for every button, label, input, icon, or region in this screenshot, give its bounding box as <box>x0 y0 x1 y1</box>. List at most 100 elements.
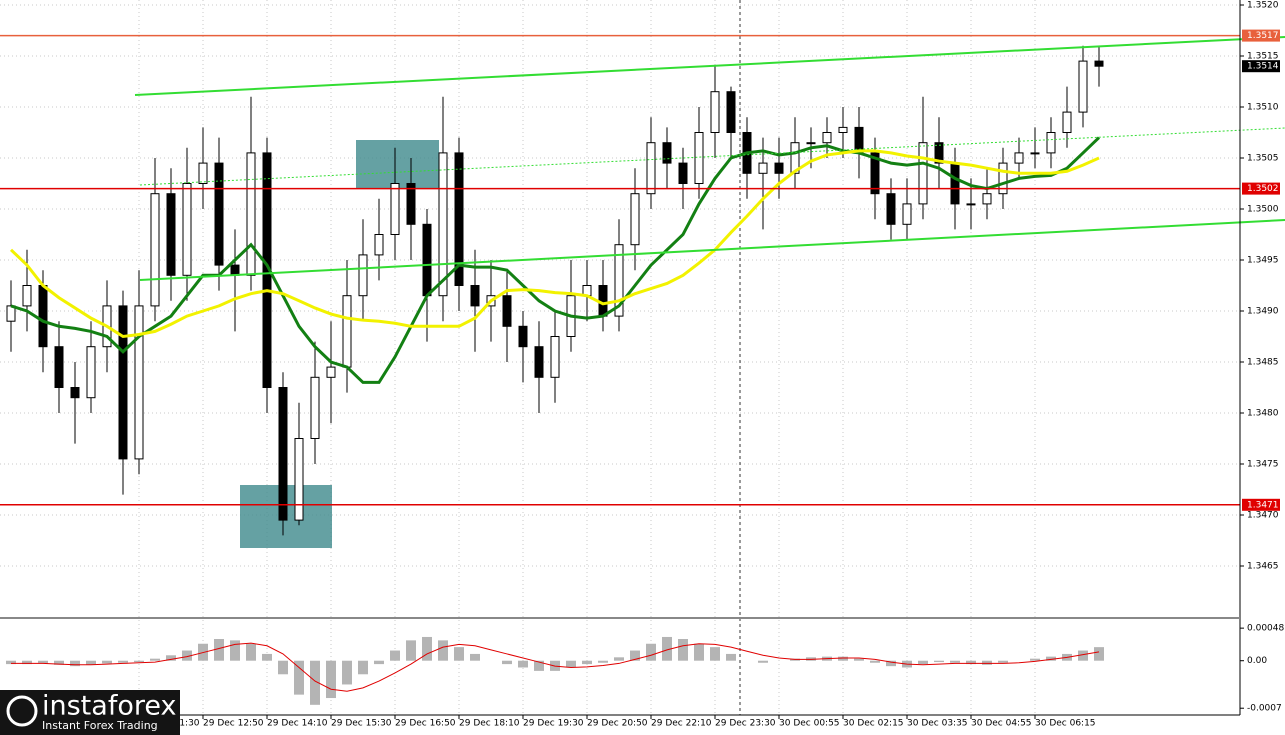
candle-body <box>246 152 256 276</box>
histogram-bar <box>118 660 128 663</box>
candle-body <box>982 193 992 205</box>
x-tick-label: 29 Dec 23:30 <box>715 719 776 729</box>
x-tick-label: 29 Dec 12:50 <box>203 719 264 729</box>
candle-body <box>198 162 208 185</box>
y-tick-label: 1.3475 <box>1247 460 1279 470</box>
candle-body <box>374 234 384 256</box>
candle-body <box>806 142 816 145</box>
histogram-bar <box>694 643 704 661</box>
candle-body <box>838 126 848 134</box>
histogram-bar <box>966 660 976 665</box>
x-tick-label: 29 Dec 18:10 <box>459 719 520 729</box>
y-tick-label: 1.3500 <box>1247 205 1279 215</box>
candle-body <box>998 162 1008 195</box>
candle-body <box>86 346 96 399</box>
candle-body <box>1094 60 1104 67</box>
candle-body <box>934 142 944 164</box>
histogram-bar <box>102 660 112 664</box>
histogram-bar <box>854 658 864 661</box>
candle-body <box>726 91 736 133</box>
histogram-bar <box>502 660 512 665</box>
candle-body <box>54 346 64 389</box>
y-tick-label: 1.3480 <box>1247 409 1279 419</box>
candle-body <box>406 183 416 225</box>
indicator-line <box>10 136 1101 384</box>
y-tick-label: 1.3485 <box>1247 358 1279 368</box>
histogram-bar <box>1046 656 1056 661</box>
histogram-bar <box>22 660 32 665</box>
candle-body <box>118 305 128 460</box>
candle-body <box>38 285 48 348</box>
histogram-bar <box>1094 647 1104 661</box>
histogram-bar <box>614 657 624 661</box>
histogram-bar <box>438 640 448 661</box>
histogram-bar <box>294 660 304 695</box>
candle-body <box>1030 152 1040 155</box>
histogram-bar <box>518 660 528 668</box>
histogram-bar <box>1078 650 1088 661</box>
candle-body <box>294 438 304 521</box>
histogram-bar <box>6 660 16 665</box>
histogram-bar <box>838 656 848 661</box>
candle-body <box>758 162 768 174</box>
histogram-bar <box>182 650 192 661</box>
histogram-bar <box>454 647 464 661</box>
histogram-bar <box>86 660 96 665</box>
histogram-bar <box>726 653 736 661</box>
histogram-bar <box>1030 658 1040 661</box>
histogram-bar <box>54 660 64 665</box>
candle-body <box>454 152 464 286</box>
histogram-bar <box>534 660 544 671</box>
y-tick-label: 0.00048 <box>1247 624 1284 634</box>
histogram-bar <box>134 660 144 663</box>
histogram-bar <box>70 660 80 667</box>
candle-body <box>1014 152 1024 164</box>
candle-body <box>630 193 640 246</box>
price-tag-label: 1.3471 <box>1247 500 1279 510</box>
histogram-bar <box>358 660 368 675</box>
histogram-bar <box>390 650 400 661</box>
x-tick-label: 30 Dec 02:15 <box>843 719 904 729</box>
y-tick-label: -0.0007 <box>1247 704 1282 714</box>
x-tick-label: 29 Dec 14:10 <box>267 719 328 729</box>
histogram-bar <box>374 660 384 665</box>
candle-body <box>214 162 224 266</box>
candle-body <box>614 244 624 317</box>
plot-area <box>0 34 1240 705</box>
candle-body <box>918 142 928 205</box>
y-tick-label: 1.3465 <box>1247 562 1279 572</box>
candle-body <box>518 325 528 348</box>
histogram-bar <box>310 660 320 705</box>
candle-body <box>150 193 160 307</box>
x-tick-label: 29 Dec 19:30 <box>523 719 584 729</box>
histogram-bar <box>998 660 1008 663</box>
y-tick-label: 1.3510 <box>1247 103 1279 113</box>
candle-body <box>534 346 544 378</box>
price-tag <box>1242 29 1280 42</box>
candle-body <box>710 91 720 133</box>
histogram-bar <box>934 660 944 663</box>
histogram-bar <box>646 643 656 661</box>
candle-body <box>470 285 480 307</box>
x-tick-label: 29 Dec 16:50 <box>395 719 456 729</box>
logo-tagline: Instant Forex Trading <box>42 719 158 732</box>
candle-body <box>502 295 512 327</box>
candle-body <box>902 203 912 225</box>
histogram-bar <box>918 660 928 665</box>
candle-body <box>134 305 144 460</box>
signal-box <box>356 140 439 188</box>
candle-body <box>278 387 288 521</box>
indicator-line <box>9 149 1100 339</box>
trendline <box>139 127 1285 186</box>
candle-body <box>230 264 240 276</box>
histogram-bar <box>38 660 48 664</box>
trendline <box>134 36 1285 96</box>
histogram-bar <box>422 636 432 661</box>
histogram-bar <box>886 660 896 667</box>
candle-body <box>694 132 704 184</box>
candle-body <box>678 162 688 185</box>
price-tag-label: 1.3502 <box>1247 184 1279 194</box>
x-tick-label: 29 Dec 15:30 <box>331 719 392 729</box>
histogram-bar <box>598 660 608 663</box>
candle-body <box>646 142 656 195</box>
